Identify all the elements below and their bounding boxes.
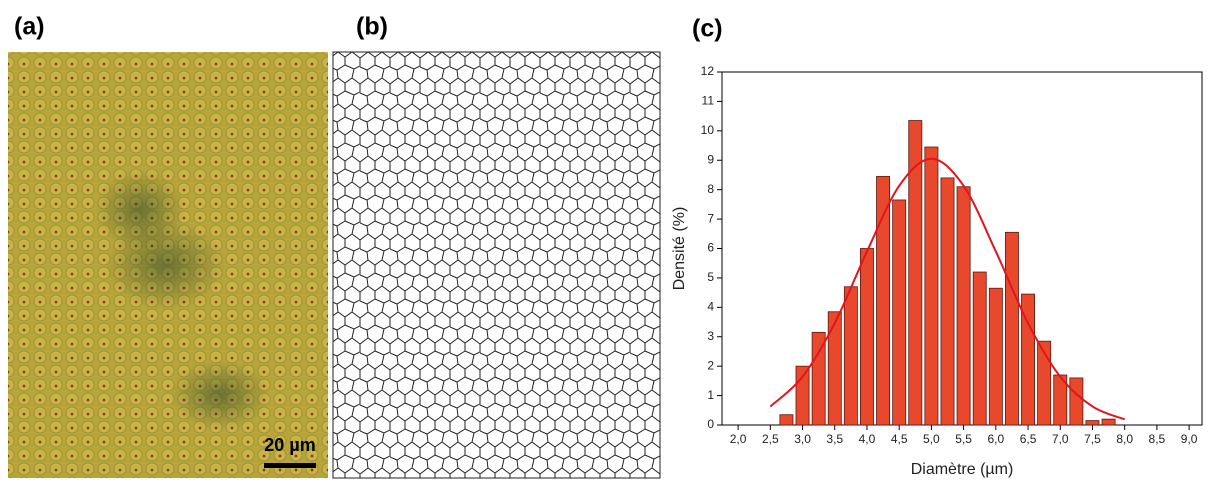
y-tick-label: 8 <box>707 182 714 196</box>
x-tick-label: 6,0 <box>987 432 1004 446</box>
x-axis-label: Diamètre (µm) <box>911 461 1014 478</box>
x-tick-label: 5,0 <box>923 432 940 446</box>
x-tick-label: 4,0 <box>859 432 876 446</box>
bar <box>779 414 794 426</box>
bar <box>860 248 874 426</box>
y-tick-label: 10 <box>701 123 715 137</box>
bar <box>843 286 858 426</box>
bar <box>940 177 955 426</box>
y-tick-label: 1 <box>707 388 714 402</box>
y-tick-label: 2 <box>707 358 714 372</box>
bar <box>795 365 810 426</box>
panel-label: (a) <box>14 13 45 41</box>
y-tick-label: 6 <box>707 241 714 255</box>
y-tick-label: 3 <box>707 329 714 343</box>
chart-background <box>669 52 1209 480</box>
scale-bar <box>264 463 316 468</box>
bar <box>972 271 987 426</box>
bar <box>1101 418 1116 426</box>
bar <box>924 146 939 426</box>
bar <box>1069 377 1084 426</box>
x-tick-label: 9,0 <box>1181 432 1198 446</box>
x-tick-label: 7,5 <box>1084 432 1101 446</box>
y-tick-label: 0 <box>707 417 714 431</box>
y-tick-label: 11 <box>702 94 715 108</box>
bar <box>1021 293 1035 426</box>
y-tick-label: 5 <box>707 270 714 284</box>
x-tick-label: 5,5 <box>955 432 972 446</box>
bar <box>1037 340 1052 426</box>
y-tick-label: 7 <box>707 211 714 225</box>
y-tick-label: 12 <box>701 64 715 78</box>
y-tick-label: 4 <box>707 300 714 314</box>
x-tick-label: 2,0 <box>730 432 747 446</box>
x-tick-label: 8,5 <box>1149 432 1166 446</box>
bar <box>1053 374 1068 426</box>
y-axis-label: Densité (%) <box>671 207 688 291</box>
y-tick-label: 9 <box>707 152 714 166</box>
bar <box>876 176 891 426</box>
fit-curve <box>769 157 1126 421</box>
x-tick-label: 4,5 <box>891 432 908 446</box>
panel-label: (c) <box>692 15 723 43</box>
x-tick-label: 8,0 <box>1116 432 1133 446</box>
x-tick-label: 7,0 <box>1052 432 1069 446</box>
bar <box>811 331 826 426</box>
bar <box>892 199 907 426</box>
micrograph-shade <box>170 360 270 430</box>
bar <box>908 120 923 426</box>
bar <box>956 186 971 426</box>
bar <box>827 311 842 426</box>
x-tick-label: 3,5 <box>826 432 843 446</box>
x-tick-label: 6,5 <box>1020 432 1037 446</box>
panel-label: (b) <box>356 13 388 41</box>
bar <box>1085 420 1100 426</box>
scale-bar-label: 20 µm <box>264 435 315 455</box>
x-tick-label: 3,0 <box>794 432 811 446</box>
x-tick-label: 2,5 <box>762 432 779 446</box>
bar <box>988 287 1003 426</box>
bar <box>1004 231 1019 426</box>
micrograph-shade <box>95 170 185 250</box>
voronoi-diagram <box>332 51 661 479</box>
